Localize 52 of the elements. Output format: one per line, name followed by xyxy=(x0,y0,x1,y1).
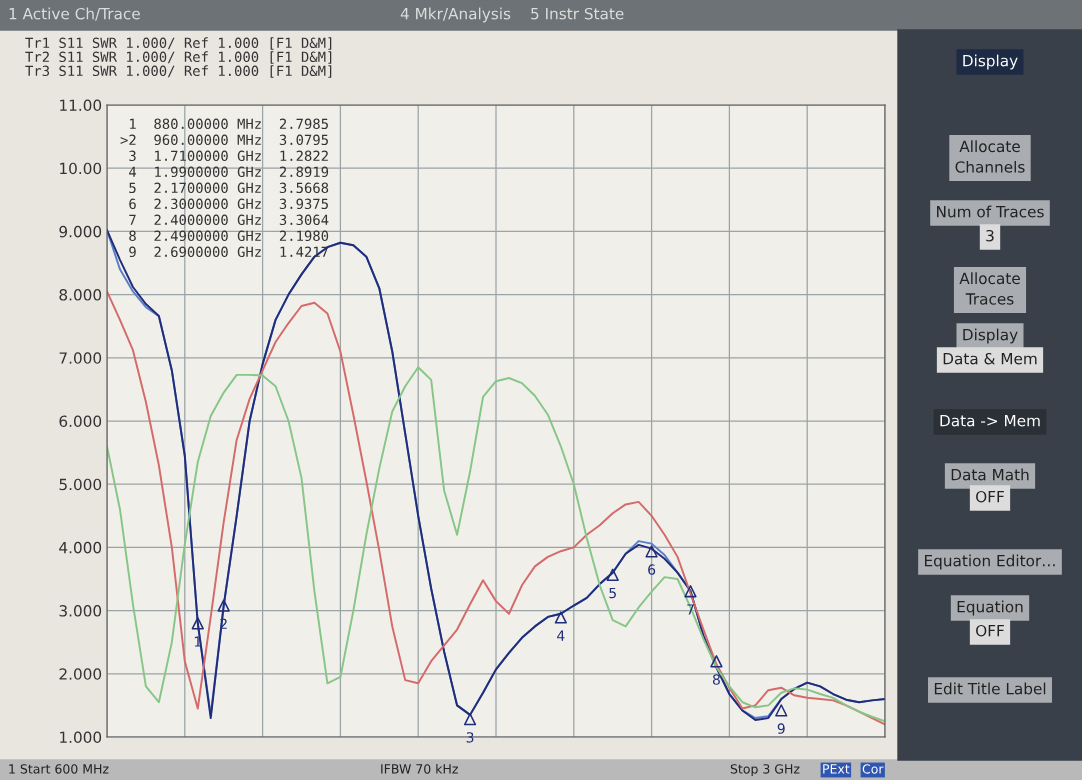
annotation: 3 xyxy=(466,732,474,743)
y-tick-label: 1.000 xyxy=(60,731,102,744)
annotation: 8 2.4900000 GHz 2.1980 xyxy=(129,230,329,242)
text: Data Math xyxy=(951,468,1029,481)
annotation: 4 xyxy=(557,630,565,641)
annotation: 8 xyxy=(712,674,720,685)
text: Data & Mem xyxy=(943,352,1037,365)
text: 3 xyxy=(986,229,994,242)
text: Edit Title Label xyxy=(934,682,1046,695)
text: Allocate Channels xyxy=(955,140,1025,173)
annotation: 1 880.00000 MHz 2.7985 xyxy=(130,118,328,130)
y-tick-label: 8.000 xyxy=(59,289,102,301)
text: OFF xyxy=(976,490,1004,503)
text: IFBW 70 kHz xyxy=(381,763,458,774)
y-tick-label: 5.000 xyxy=(59,478,102,491)
annotation: 6 xyxy=(648,564,656,575)
text: Stop 3 GHz xyxy=(730,764,800,777)
annotation: 3 1.7100000 GHz 1.2822 xyxy=(129,150,328,162)
text: 1 Active Ch/Trace xyxy=(9,7,140,21)
annotation: 1 xyxy=(194,636,201,647)
annotation: >2 960.00000 MHz 3.0795 xyxy=(120,134,328,146)
y-tick-label: 10.00 xyxy=(60,162,102,175)
text: Display xyxy=(963,328,1018,344)
text: 1 Start 600 MHz xyxy=(9,764,109,774)
y-tick-label: 2.000 xyxy=(59,668,102,680)
annotation: 7 2.4000000 GHz 3.3064 xyxy=(129,214,329,226)
text: Allocate Traces xyxy=(959,272,1020,305)
y-tick-label: 3.000 xyxy=(59,605,102,617)
text: Tr1 S11 SWR 1.000/ Ref 1.000 [F1 D&M] xyxy=(25,37,332,50)
text: Cor xyxy=(862,764,884,774)
y-tick-label: 9.000 xyxy=(59,225,102,238)
text: Data -> Mem xyxy=(940,415,1040,427)
annotation: 5 2.1700000 GHz 3.5668 xyxy=(129,182,329,194)
annotation: 7 xyxy=(687,604,694,615)
annotation: 6 2.3000000 GHz 3.9375 xyxy=(129,198,328,210)
y-tick-label: 4.000 xyxy=(59,541,102,554)
y-tick-label: 6.000 xyxy=(59,415,102,428)
annotation: 9 xyxy=(777,723,785,734)
annotation: 4 1.9900000 GHz 2.8919 xyxy=(129,166,329,178)
text: PExt xyxy=(823,764,850,774)
text: Num of Traces xyxy=(937,205,1044,218)
text: 4 Mkr/Analysis xyxy=(400,7,511,23)
text: Equation Editor… xyxy=(924,554,1055,570)
text: Display xyxy=(963,54,1018,70)
y-tick-label: 7.000 xyxy=(59,352,102,364)
y-tick-label: 11.00 xyxy=(60,99,102,112)
text: Tr3 S11 SWR 1.000/ Ref 1.000 [F1 D&M] xyxy=(25,65,332,78)
text: 5 Instr State xyxy=(531,7,624,20)
text: Tr2 S11 SWR 1.000/ Ref 1.000 [F1 D&M] xyxy=(25,51,332,64)
text: OFF xyxy=(976,624,1004,637)
text: Equation xyxy=(957,600,1023,616)
annotation: 5 xyxy=(609,587,616,599)
